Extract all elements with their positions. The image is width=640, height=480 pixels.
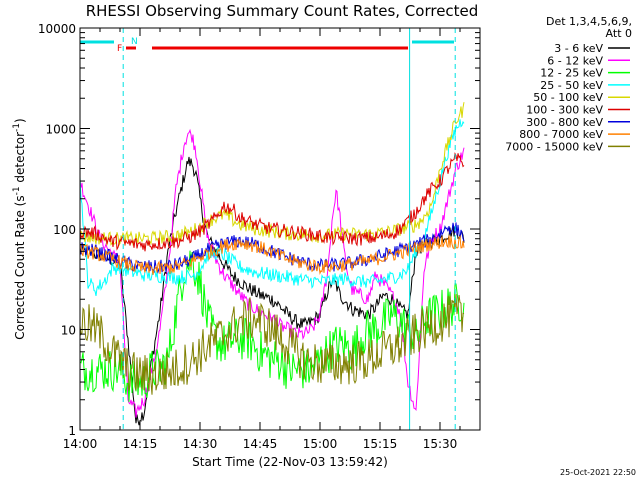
y-tick-label-3: 100 (53, 223, 76, 237)
legend-label-4: 25 - 50 keV (540, 79, 603, 92)
legend-header-line1: Det 1,3,4,5,6,9, (546, 15, 632, 28)
y-tick-label-2: 10 (61, 324, 76, 338)
legend-label-7: 300 - 800 keV (526, 116, 603, 129)
y-axis-label-mid: detector (13, 132, 27, 187)
x-tick-label-2: 14:15 (123, 437, 158, 451)
legend-header-line2: Att 0 (606, 27, 632, 40)
series-line-1 (80, 156, 465, 426)
x-tick-label-1: 14:00 (63, 437, 98, 451)
y-axis-label: Corrected Count Rate (s-1 detector-1) (12, 118, 27, 339)
series-line-6 (80, 152, 465, 252)
legend-label-3: 12 - 25 keV (540, 67, 603, 80)
flag-label-n: N (131, 37, 138, 47)
series-line-7 (80, 222, 465, 274)
y-axis-label-end: ) (13, 118, 27, 123)
x-axis-label: Start Time (22-Nov-03 13:59:42) (192, 455, 388, 469)
series-line-8 (80, 234, 465, 276)
legend-label-6: 100 - 300 keV (526, 104, 603, 117)
series-line-3 (80, 250, 465, 403)
y-tick-label-4: 1000 (45, 123, 76, 137)
plot-frame (79, 27, 481, 431)
flag-layer: FN (80, 37, 454, 54)
series-line-5 (80, 102, 465, 247)
x-tick-label-3: 14:30 (183, 437, 218, 451)
legend-label-2: 6 - 12 keV (547, 54, 603, 67)
legend-label-5: 50 - 100 keV (533, 91, 603, 104)
legend-label-1: 3 - 6 keV (554, 42, 603, 55)
series-layer (80, 102, 465, 426)
x-tick-label-4: 14:45 (243, 437, 278, 451)
chart-title: RHESSI Observing Summary Count Rates, Co… (86, 2, 479, 20)
series-line-9 (80, 294, 465, 395)
legend-label-9: 7000 - 15000 keV (505, 140, 603, 153)
y-axis-label-sup2: -1 (12, 123, 22, 132)
y-axis-label-main: Corrected Count Rate (s (13, 195, 27, 339)
y-tick-label-1: 1 (68, 424, 76, 438)
x-tick-label-5: 15:00 (303, 437, 338, 451)
timestamp: 25-Oct-2021 22:50 (560, 468, 636, 477)
legend-label-8: 800 - 7000 keV (519, 128, 603, 141)
y-axis: 1 10 100 1000 10000 (38, 22, 480, 438)
x-tick-label-6: 15:15 (363, 437, 398, 451)
x-tick-label-7: 15:30 (423, 437, 458, 451)
x-axis: 14:00 14:15 14:30 14:45 15:00 15:15 15:30 (63, 28, 481, 451)
flag-label-f: F (117, 44, 122, 54)
y-tick-label-5: 10000 (38, 22, 76, 36)
series-line-4 (80, 119, 465, 296)
y-axis-label-sup1: -1 (12, 186, 22, 195)
